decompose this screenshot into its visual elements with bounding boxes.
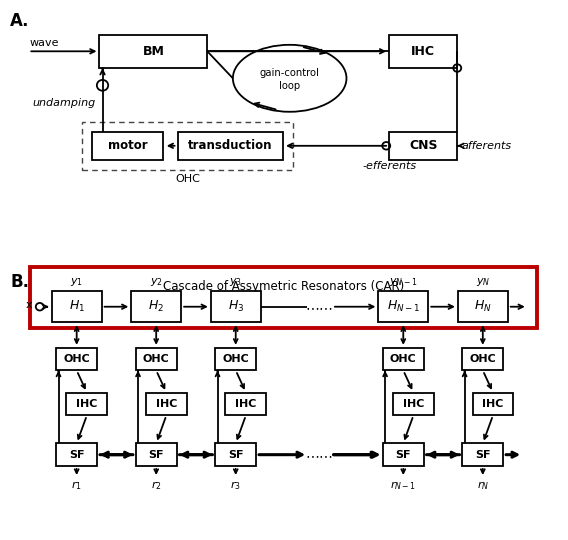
Text: SF: SF	[475, 450, 491, 460]
Bar	[30, 267, 537, 328]
Bar	[99, 35, 207, 68]
Bar	[383, 348, 424, 370]
Bar	[383, 443, 424, 466]
Text: $y_{2}$: $y_{2}$	[150, 276, 162, 288]
Text: OHC: OHC	[63, 354, 90, 364]
Bar	[378, 291, 428, 322]
Bar	[146, 393, 187, 415]
Text: $r_N$: $r_N$	[477, 479, 489, 492]
Text: IHC: IHC	[156, 399, 177, 409]
Bar	[56, 348, 97, 370]
Bar	[225, 393, 266, 415]
Text: OHC: OHC	[175, 174, 200, 184]
Text: $y_N$: $y_N$	[475, 276, 490, 288]
Text: Cascade of Assymetric Resonators (CAR): Cascade of Assymetric Resonators (CAR)	[164, 280, 404, 293]
Text: A.: A.	[10, 12, 30, 30]
Text: $r_{2}$: $r_{2}$	[151, 479, 161, 492]
Bar	[462, 348, 503, 370]
Bar	[93, 132, 164, 160]
Bar	[136, 443, 177, 466]
Bar	[215, 348, 256, 370]
Bar	[52, 291, 102, 322]
Text: $H_{3}$: $H_{3}$	[228, 299, 244, 314]
Text: undamping: undamping	[32, 98, 96, 107]
Text: OHC: OHC	[143, 354, 170, 364]
Text: SF: SF	[395, 450, 411, 460]
Text: OHC: OHC	[469, 354, 496, 364]
Text: $r_{1}$: $r_{1}$	[71, 479, 82, 492]
Text: IHC: IHC	[482, 399, 504, 409]
Text: x: x	[26, 300, 32, 309]
Text: gain-control: gain-control	[260, 68, 320, 78]
Bar	[458, 291, 508, 322]
Text: $H_{1}$: $H_{1}$	[69, 299, 85, 314]
Bar	[215, 443, 256, 466]
Bar	[56, 443, 97, 466]
Bar	[66, 393, 107, 415]
Text: $\cdots\cdots$: $\cdots\cdots$	[306, 300, 333, 314]
Text: IHC: IHC	[411, 45, 435, 58]
Text: IHC: IHC	[235, 399, 257, 409]
Bar	[473, 393, 513, 415]
Bar	[82, 122, 293, 170]
Text: $r_{3}$: $r_{3}$	[230, 479, 241, 492]
Text: loop: loop	[279, 82, 300, 91]
Text: $H_N$: $H_N$	[474, 299, 492, 314]
Text: $H_{N-1}$: $H_{N-1}$	[387, 299, 420, 314]
Bar	[389, 132, 457, 160]
Bar	[462, 443, 503, 466]
Text: SF: SF	[69, 450, 85, 460]
Text: $H_{2}$: $H_{2}$	[148, 299, 164, 314]
Text: $\cdots\cdots$: $\cdots\cdots$	[306, 448, 333, 462]
Text: SF: SF	[228, 450, 244, 460]
Bar	[389, 35, 457, 68]
Text: transduction: transduction	[188, 139, 272, 152]
Bar	[393, 393, 434, 415]
Text: afferents: afferents	[462, 141, 512, 151]
Text: $y_{3}$: $y_{3}$	[229, 276, 243, 288]
Bar	[136, 348, 177, 370]
Text: BM: BM	[143, 45, 164, 58]
Text: OHC: OHC	[222, 354, 249, 364]
Bar	[131, 291, 181, 322]
Text: B.: B.	[10, 273, 29, 291]
Text: $y_{N-1}$: $y_{N-1}$	[389, 276, 417, 288]
Text: IHC: IHC	[76, 399, 98, 409]
Bar	[177, 132, 283, 160]
Text: $r_{N-1}$: $r_{N-1}$	[390, 479, 416, 492]
Text: CNS: CNS	[409, 139, 437, 152]
Bar	[211, 291, 261, 322]
Text: IHC: IHC	[403, 399, 424, 409]
Text: motor: motor	[108, 139, 148, 152]
Text: $y_{1}$: $y_{1}$	[70, 276, 83, 288]
Text: -efferents: -efferents	[362, 161, 416, 171]
Text: SF: SF	[148, 450, 164, 460]
Text: OHC: OHC	[390, 354, 417, 364]
Text: wave: wave	[30, 37, 59, 48]
